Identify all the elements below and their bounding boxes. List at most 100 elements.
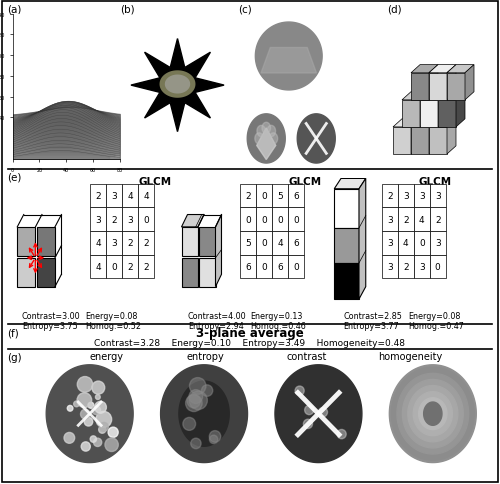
Circle shape — [318, 408, 328, 417]
Polygon shape — [165, 76, 190, 94]
Polygon shape — [46, 365, 133, 463]
Polygon shape — [420, 92, 429, 128]
Circle shape — [190, 378, 206, 394]
Circle shape — [80, 409, 90, 419]
Text: 4: 4 — [96, 239, 101, 248]
Text: Contrast=4.00
Entropy=2.94: Contrast=4.00 Entropy=2.94 — [188, 311, 246, 331]
Bar — [382, 208, 398, 231]
Text: 3: 3 — [96, 215, 101, 224]
Bar — [334, 263, 359, 300]
Circle shape — [186, 395, 202, 412]
Polygon shape — [216, 215, 222, 287]
Text: 0: 0 — [435, 262, 440, 272]
Bar — [122, 208, 138, 231]
Bar — [414, 184, 430, 208]
Polygon shape — [420, 101, 438, 128]
Circle shape — [78, 377, 92, 393]
Polygon shape — [411, 120, 420, 155]
Bar — [334, 228, 359, 263]
Polygon shape — [424, 404, 442, 424]
Text: 0: 0 — [294, 262, 299, 272]
Polygon shape — [402, 92, 429, 101]
Polygon shape — [397, 374, 468, 454]
Polygon shape — [298, 115, 335, 164]
Text: 3: 3 — [128, 215, 133, 224]
Polygon shape — [447, 74, 465, 101]
Circle shape — [84, 418, 92, 426]
Polygon shape — [390, 365, 476, 463]
Text: 0: 0 — [262, 192, 267, 200]
Bar — [382, 184, 398, 208]
Text: 0: 0 — [262, 239, 267, 248]
Text: 2: 2 — [403, 215, 408, 224]
Polygon shape — [429, 65, 456, 74]
Text: 3: 3 — [387, 262, 393, 272]
Polygon shape — [429, 74, 447, 101]
Polygon shape — [257, 129, 276, 160]
Bar — [398, 184, 414, 208]
Bar — [414, 255, 430, 279]
Bar — [398, 255, 414, 279]
Bar — [182, 227, 198, 256]
Bar — [430, 208, 446, 231]
Polygon shape — [248, 115, 285, 164]
Polygon shape — [424, 402, 442, 425]
Bar — [256, 208, 272, 231]
Circle shape — [295, 386, 304, 395]
Circle shape — [98, 426, 106, 433]
Circle shape — [189, 390, 202, 404]
Text: 3: 3 — [435, 192, 440, 200]
Polygon shape — [411, 74, 429, 101]
Circle shape — [304, 406, 314, 415]
Text: 2: 2 — [144, 239, 149, 248]
Circle shape — [90, 436, 96, 442]
Circle shape — [304, 419, 312, 429]
Text: 4: 4 — [144, 192, 149, 200]
Bar — [414, 208, 430, 231]
Text: GLCM: GLCM — [418, 177, 452, 187]
Circle shape — [189, 391, 208, 410]
Bar — [90, 208, 106, 231]
Circle shape — [94, 438, 102, 447]
Polygon shape — [267, 126, 276, 137]
Polygon shape — [255, 134, 264, 145]
Bar — [90, 255, 106, 279]
Circle shape — [190, 438, 201, 449]
Text: Contrast=2.85
Entropy=3.77: Contrast=2.85 Entropy=3.77 — [343, 311, 402, 331]
Text: (e): (e) — [7, 173, 22, 182]
Text: 3: 3 — [403, 192, 408, 200]
Text: 0: 0 — [246, 215, 252, 224]
Text: 2: 2 — [128, 239, 133, 248]
Circle shape — [92, 406, 100, 415]
Polygon shape — [438, 101, 456, 128]
Circle shape — [81, 442, 90, 451]
Circle shape — [94, 402, 106, 413]
Polygon shape — [393, 120, 420, 128]
Text: Energy=0.08
Homog.=0.47: Energy=0.08 Homog.=0.47 — [408, 311, 464, 331]
Circle shape — [100, 423, 108, 431]
Text: 4: 4 — [419, 215, 424, 224]
Bar — [240, 208, 256, 231]
Text: 3: 3 — [112, 192, 117, 200]
Bar — [106, 255, 122, 279]
Polygon shape — [269, 134, 278, 145]
Text: 5: 5 — [246, 239, 252, 248]
Bar — [256, 231, 272, 255]
Polygon shape — [402, 379, 463, 448]
Text: 0: 0 — [262, 262, 267, 272]
Polygon shape — [262, 123, 270, 134]
Text: entropy: entropy — [186, 351, 224, 361]
Text: (c): (c) — [238, 5, 252, 15]
Bar — [106, 231, 122, 255]
Bar — [122, 184, 138, 208]
Circle shape — [210, 431, 220, 442]
Bar — [288, 231, 304, 255]
Text: 0: 0 — [294, 215, 299, 224]
Bar — [240, 231, 256, 255]
Text: Contrast=3.00
Entropy=3.75: Contrast=3.00 Entropy=3.75 — [22, 311, 80, 331]
Polygon shape — [257, 126, 266, 137]
Circle shape — [74, 401, 80, 407]
Polygon shape — [256, 23, 322, 91]
Polygon shape — [160, 71, 196, 99]
Circle shape — [108, 427, 118, 438]
